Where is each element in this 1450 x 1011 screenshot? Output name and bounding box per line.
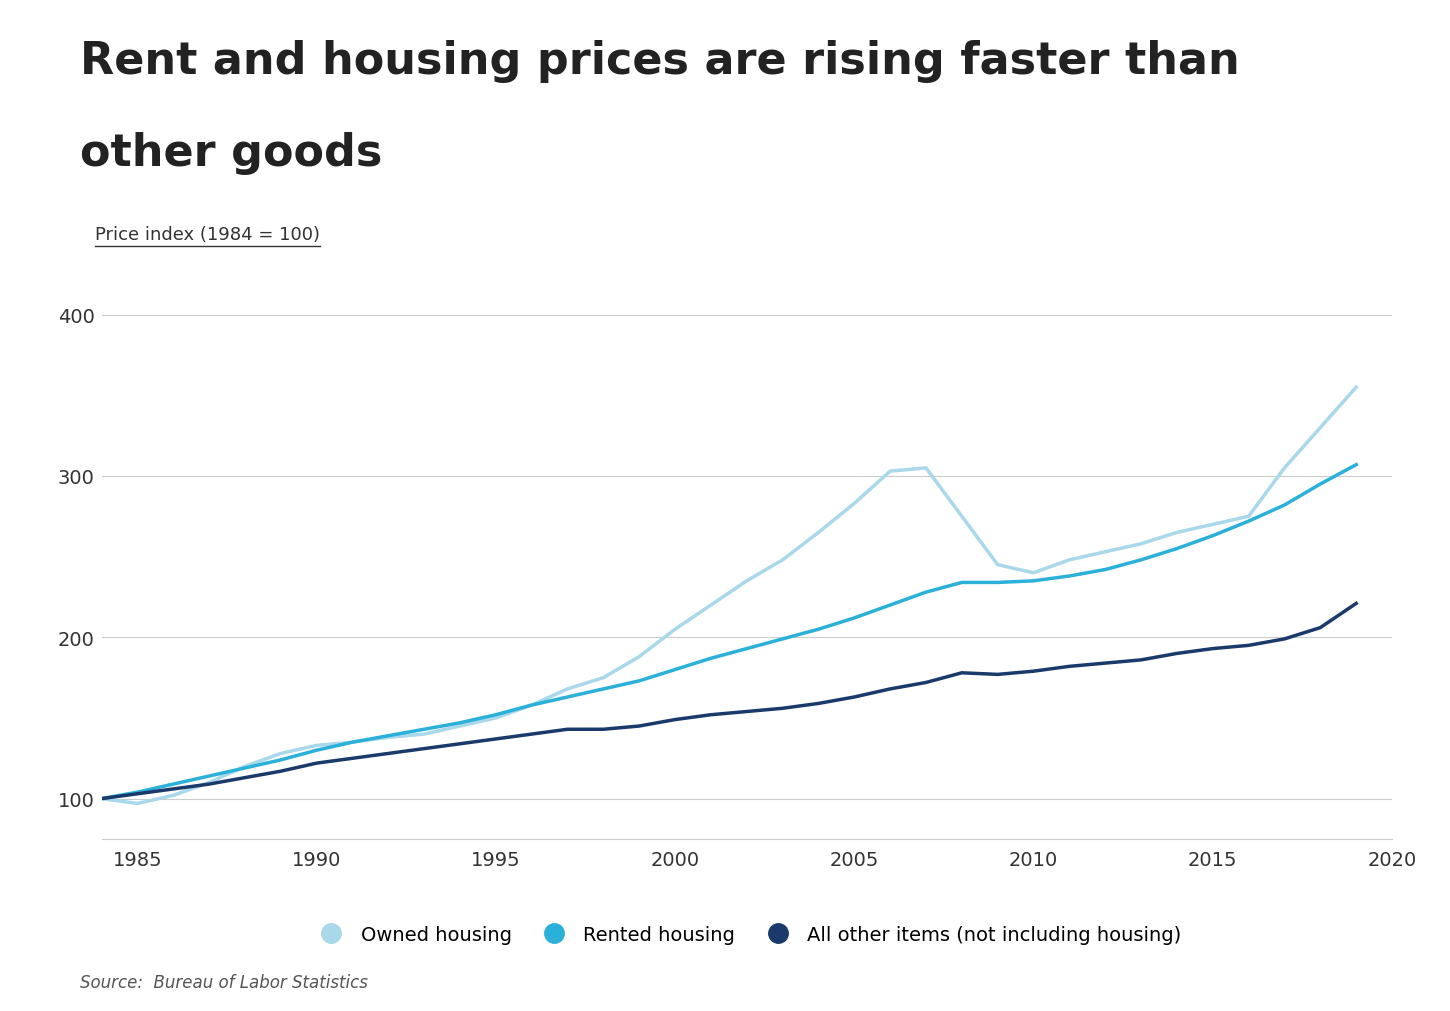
Text: Rent and housing prices are rising faster than: Rent and housing prices are rising faste… bbox=[80, 40, 1240, 83]
Text: other goods: other goods bbox=[80, 131, 383, 174]
Text: Source:  Bureau of Labor Statistics: Source: Bureau of Labor Statistics bbox=[80, 973, 368, 991]
Legend: Owned housing, Rented housing, All other items (not including housing): Owned housing, Rented housing, All other… bbox=[304, 917, 1189, 951]
Text: Price index (1984 = 100): Price index (1984 = 100) bbox=[96, 226, 320, 244]
